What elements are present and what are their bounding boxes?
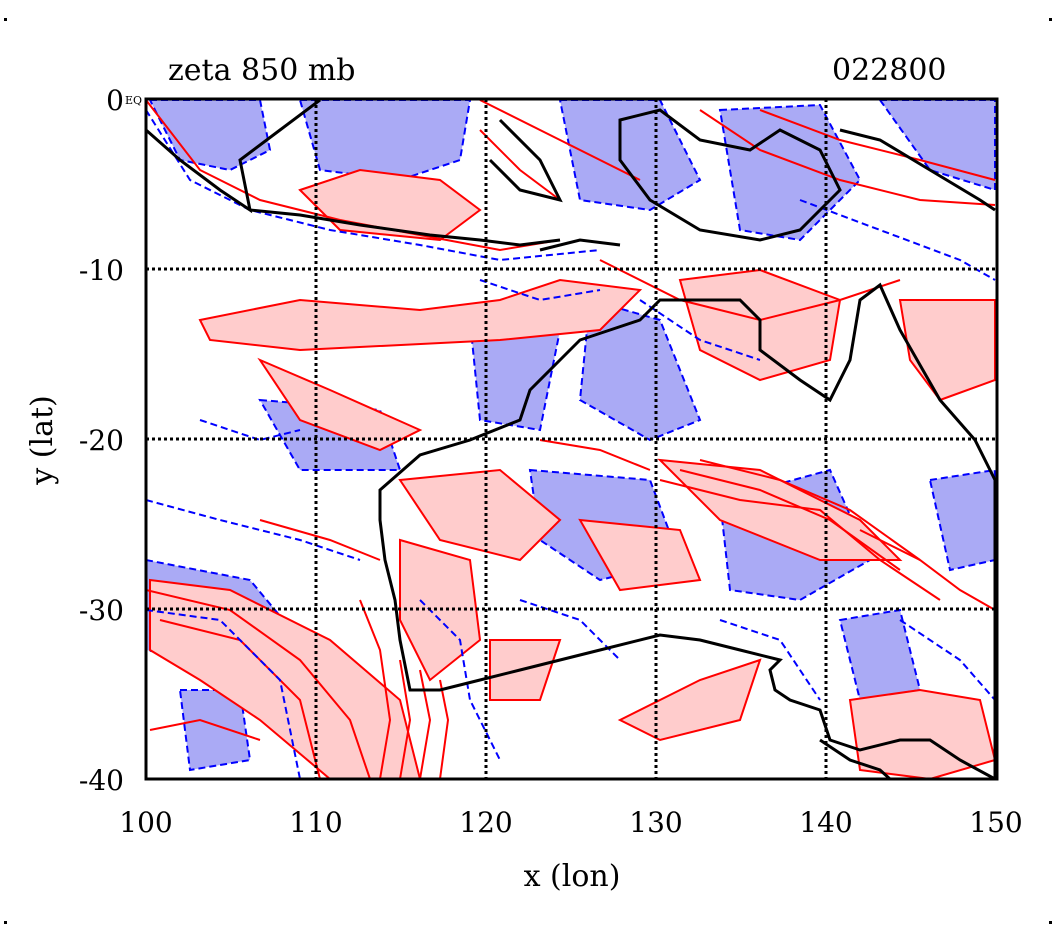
y-tick-label: -20 [79,424,124,457]
equator-tag: EQ [125,94,142,107]
java-coastline [249,208,561,247]
coastlines [146,99,997,779]
y-axis-label: y (lat) [25,395,60,485]
x-tick-label: 120 [459,806,512,839]
plot-field [146,99,997,779]
australia-coastline [378,282,997,779]
new-guinea-coastline [839,128,996,212]
x-tick-label: 110 [289,806,342,839]
positive-contour-lines [146,99,996,779]
y-tick-label: -10 [79,254,124,287]
y-tick-labels: 0 -10 -20 -30 -40 [79,84,124,797]
negative-contour-lines [146,109,996,779]
neg-region [298,99,472,182]
y-tick-label: -30 [79,594,124,627]
pos-region [657,458,903,561]
neg-region [578,298,702,442]
y-tick-label: 0 [106,84,124,117]
timor-coastline [539,238,621,252]
sulawesi-coastline [488,118,563,203]
corner-mark [4,921,7,924]
map-timestamp: 022800 [832,53,947,88]
pos-region [578,518,702,592]
map-grid [146,99,997,779]
x-tick-label: 130 [629,806,682,839]
pos-region [398,468,562,562]
x-tick-labels: 100 110 120 130 140 150 [119,806,1022,839]
borneo-coastline [618,108,842,242]
map-title: zeta 850 mb [168,53,356,88]
tasmania-coastline [819,738,892,779]
x-axis-label: x (lon) [524,859,621,894]
y-tick-label: -40 [79,764,124,797]
neg-region [878,99,996,192]
corner-mark [4,18,7,21]
corner-mark [1049,921,1052,924]
corner-mark [1049,18,1052,21]
x-tick-label: 140 [799,806,852,839]
pos-region [198,278,643,352]
plot-frame [144,97,999,781]
x-tick-label: 100 [119,806,172,839]
pos-region [898,299,996,402]
x-tick-label: 150 [969,806,1022,839]
